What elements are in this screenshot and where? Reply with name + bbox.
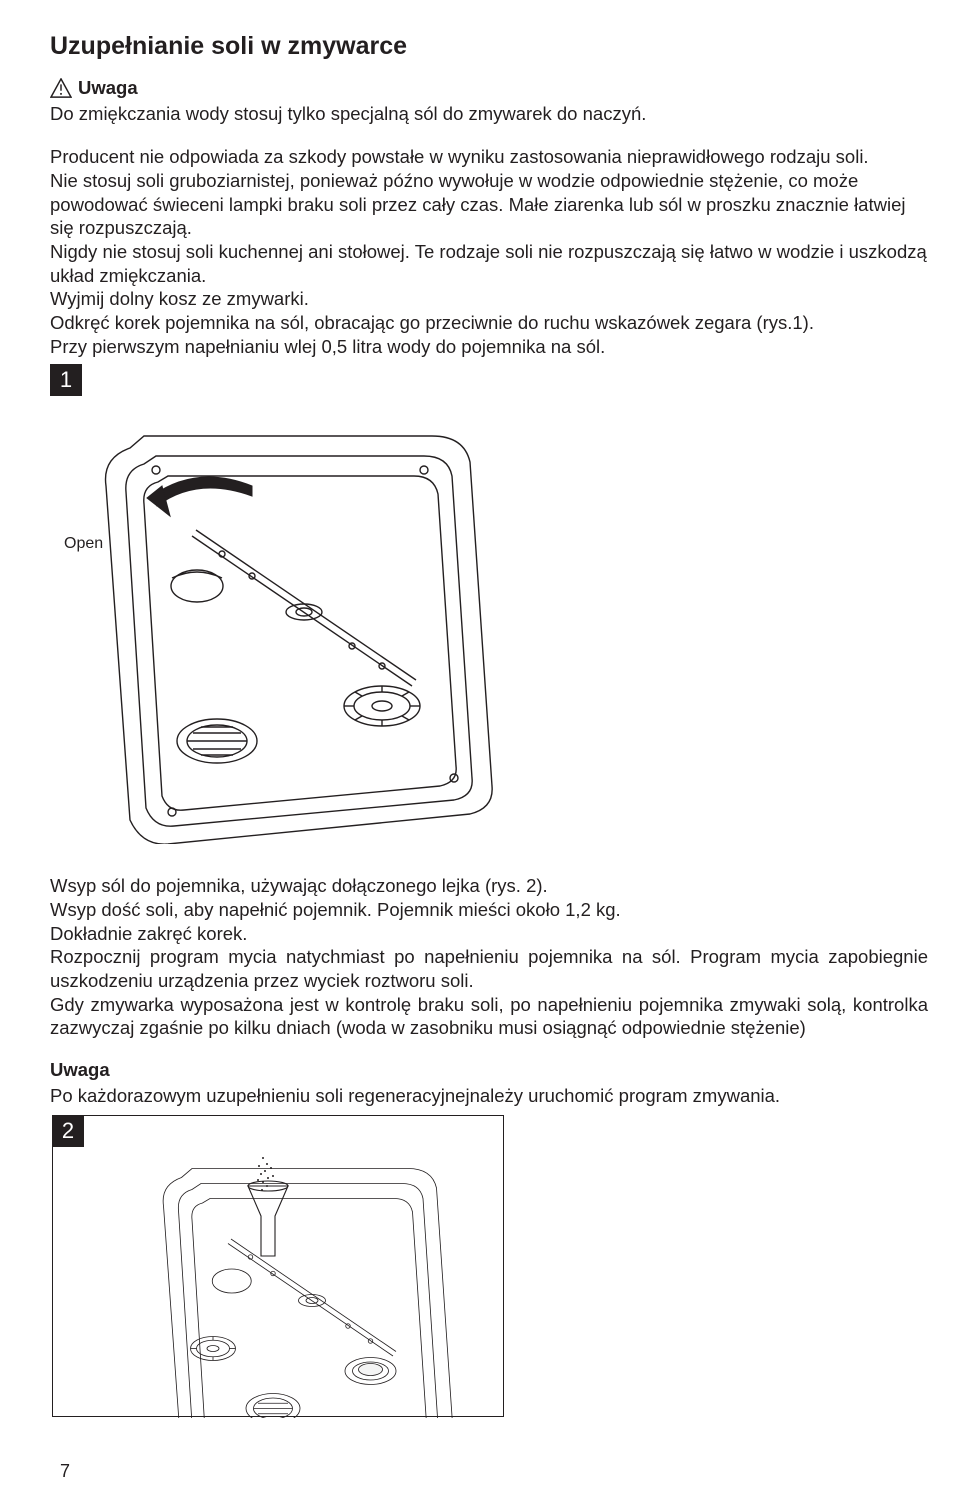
page-number: 7 [60, 1460, 70, 1483]
warning-label: Uwaga [78, 76, 138, 100]
section-title: Uzupełnianie soli w zmywarce [50, 30, 928, 62]
warning-triangle-icon [50, 78, 72, 98]
figure-1-badge: 1 [50, 364, 82, 396]
intro-paragraph: Do zmiękczania wody stosuj tylko specjal… [50, 102, 928, 126]
paragraph-before-figure2: Po każdorazowym uzupełnieniu soli regene… [50, 1084, 928, 1108]
open-label: Open [64, 534, 103, 554]
figure-1: Open [52, 406, 504, 844]
second-warning-label: Uwaga [50, 1058, 928, 1082]
paragraph-after-figure1: Wsyp sól do pojemnika, używając dołączon… [50, 874, 928, 1040]
figure-2: 2 [52, 1115, 504, 1417]
figure-2-badge: 2 [52, 1115, 84, 1147]
warning-row: Uwaga [50, 76, 928, 100]
main-paragraph: Producent nie odpowiada za szkody powsta… [50, 145, 928, 358]
